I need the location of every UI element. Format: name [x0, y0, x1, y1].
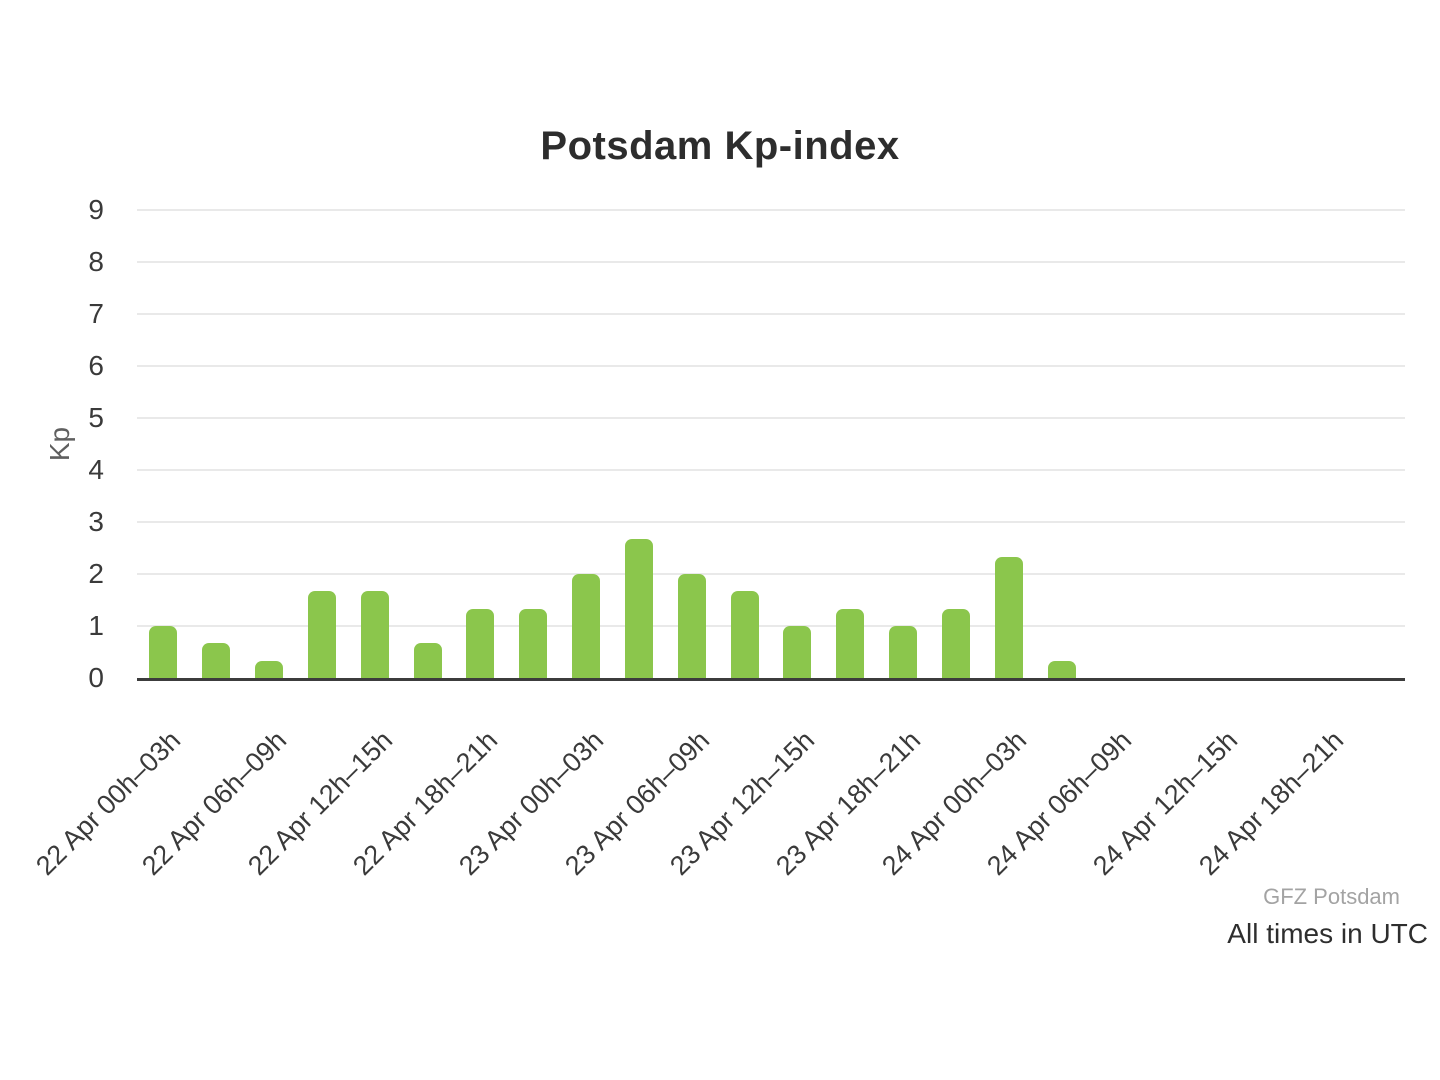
source-credit: GFZ Potsdam	[1263, 884, 1400, 909]
kp-bar	[307, 591, 336, 678]
chart-title: Potsdam Kp-index	[540, 124, 900, 168]
x-tick-label: 22 Apr 18h–21h	[347, 725, 504, 882]
gridline-kp-7	[137, 313, 1405, 315]
gridline-kp-3	[137, 521, 1405, 523]
kp-bar	[202, 643, 231, 678]
kp-bar	[413, 643, 442, 678]
x-tick-label: 22 Apr 00h–03h	[30, 725, 187, 882]
kp-bar	[730, 591, 759, 678]
gridline-kp-6	[137, 365, 1405, 367]
x-tick-label: 22 Apr 12h–15h	[241, 725, 398, 882]
x-tick-label: 22 Apr 06h–09h	[136, 725, 293, 882]
kp-bar	[255, 660, 284, 678]
x-tick-label: 23 Apr 06h–09h	[558, 725, 715, 882]
kp-bar	[360, 591, 389, 678]
x-tick-label: 23 Apr 12h–15h	[664, 725, 821, 882]
y-tick-label: 8	[88, 246, 104, 277]
y-tick-label: 5	[88, 402, 104, 433]
kp-bar	[941, 608, 970, 678]
kp-bar	[572, 574, 601, 678]
y-tick-label: 3	[88, 506, 104, 537]
gridline-kp-9	[137, 209, 1405, 211]
x-tick-label: 24 Apr 12h–15h	[1087, 725, 1244, 882]
y-tick-label: 4	[88, 454, 104, 485]
y-tick-label: 2	[88, 558, 104, 589]
x-axis-tick-labels: 22 Apr 00h–03h 22 Apr 06h–09h 22 Apr 12h–1…	[0, 678, 1440, 938]
kp-bar	[994, 556, 1023, 678]
kp-bar	[519, 608, 548, 678]
y-tick-label: 9	[88, 194, 104, 225]
x-tick-label: 23 Apr 00h–03h	[453, 725, 610, 882]
kp-bar	[836, 608, 865, 678]
x-tick-label: 24 Apr 00h–03h	[875, 725, 1032, 882]
gridline-kp-2	[137, 573, 1405, 575]
x-tick-label: 23 Apr 18h–21h	[770, 725, 927, 882]
kp-bar	[783, 626, 812, 678]
utc-note: All times in UTC	[1227, 918, 1428, 949]
plot-area	[137, 209, 1405, 681]
y-tick-label: 6	[88, 350, 104, 381]
x-tick-label: 24 Apr 06h–09h	[981, 725, 1138, 882]
y-axis-tick-labels: 0 1 2 3 4 5 6 7 8 9	[0, 194, 104, 693]
y-tick-label: 7	[88, 298, 104, 329]
gridline-kp-5	[137, 417, 1405, 419]
kp-bar	[1047, 660, 1076, 678]
kp-bar	[466, 608, 495, 678]
y-tick-label: 1	[88, 610, 104, 641]
gridline-kp-4	[137, 469, 1405, 471]
kp-bar	[677, 574, 706, 678]
kp-bar	[889, 626, 918, 678]
kp-bar	[624, 539, 653, 678]
gridline-kp-8	[137, 261, 1405, 263]
kp-bar	[149, 626, 178, 678]
y-tick-label: 0	[88, 662, 104, 693]
gridline-kp-1	[137, 625, 1405, 627]
